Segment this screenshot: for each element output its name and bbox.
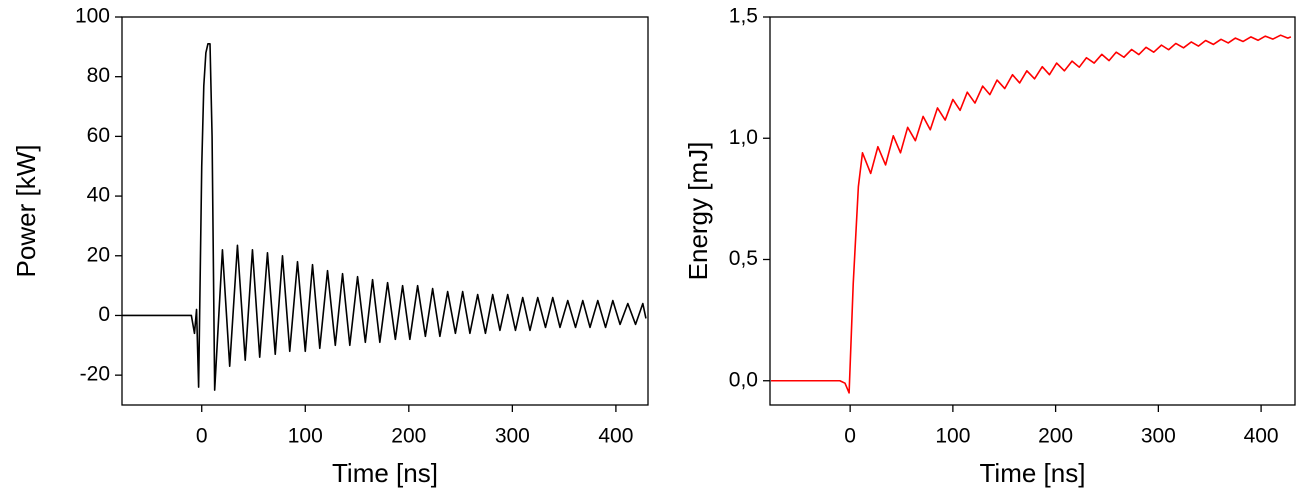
x-tick-label: 200 [391,425,426,448]
y-tick-label: 20 [87,243,110,266]
plot-frame [121,16,649,406]
x-tick-label: 100 [935,425,970,448]
y-tick-label: 40 [87,184,110,207]
plot-frame [769,16,1296,406]
y-tick-label: 80 [87,64,110,87]
x-tick-label: 400 [598,425,633,448]
x-tick-label: 400 [1244,425,1279,448]
x-tick-label: 200 [1038,425,1073,448]
y-tick-label: 1,0 [729,126,758,149]
y-tick-label: 0 [98,303,110,326]
y-axis-title: Energy [mJ] [683,142,713,281]
y-tick-label: 0,5 [729,247,758,270]
data-line [122,43,647,391]
x-tick-label: 300 [495,425,530,448]
x-tick-label: 0 [844,425,856,448]
x-tick-label: 300 [1141,425,1176,448]
y-tick-label: 0,0 [729,368,758,391]
y-axis-title: Power [kW] [11,145,41,278]
x-axis-title: Time [ns] [332,458,438,488]
x-axis-title: Time [ns] [980,458,1086,488]
x-tick-label: 100 [288,425,323,448]
y-tick-label: 60 [87,124,110,147]
y-tick-label: 1,5 [729,5,758,28]
y-tick-label: 100 [75,5,110,28]
data-line [771,34,1292,394]
y-tick-label: -20 [80,363,110,386]
x-tick-label: 0 [196,425,208,448]
